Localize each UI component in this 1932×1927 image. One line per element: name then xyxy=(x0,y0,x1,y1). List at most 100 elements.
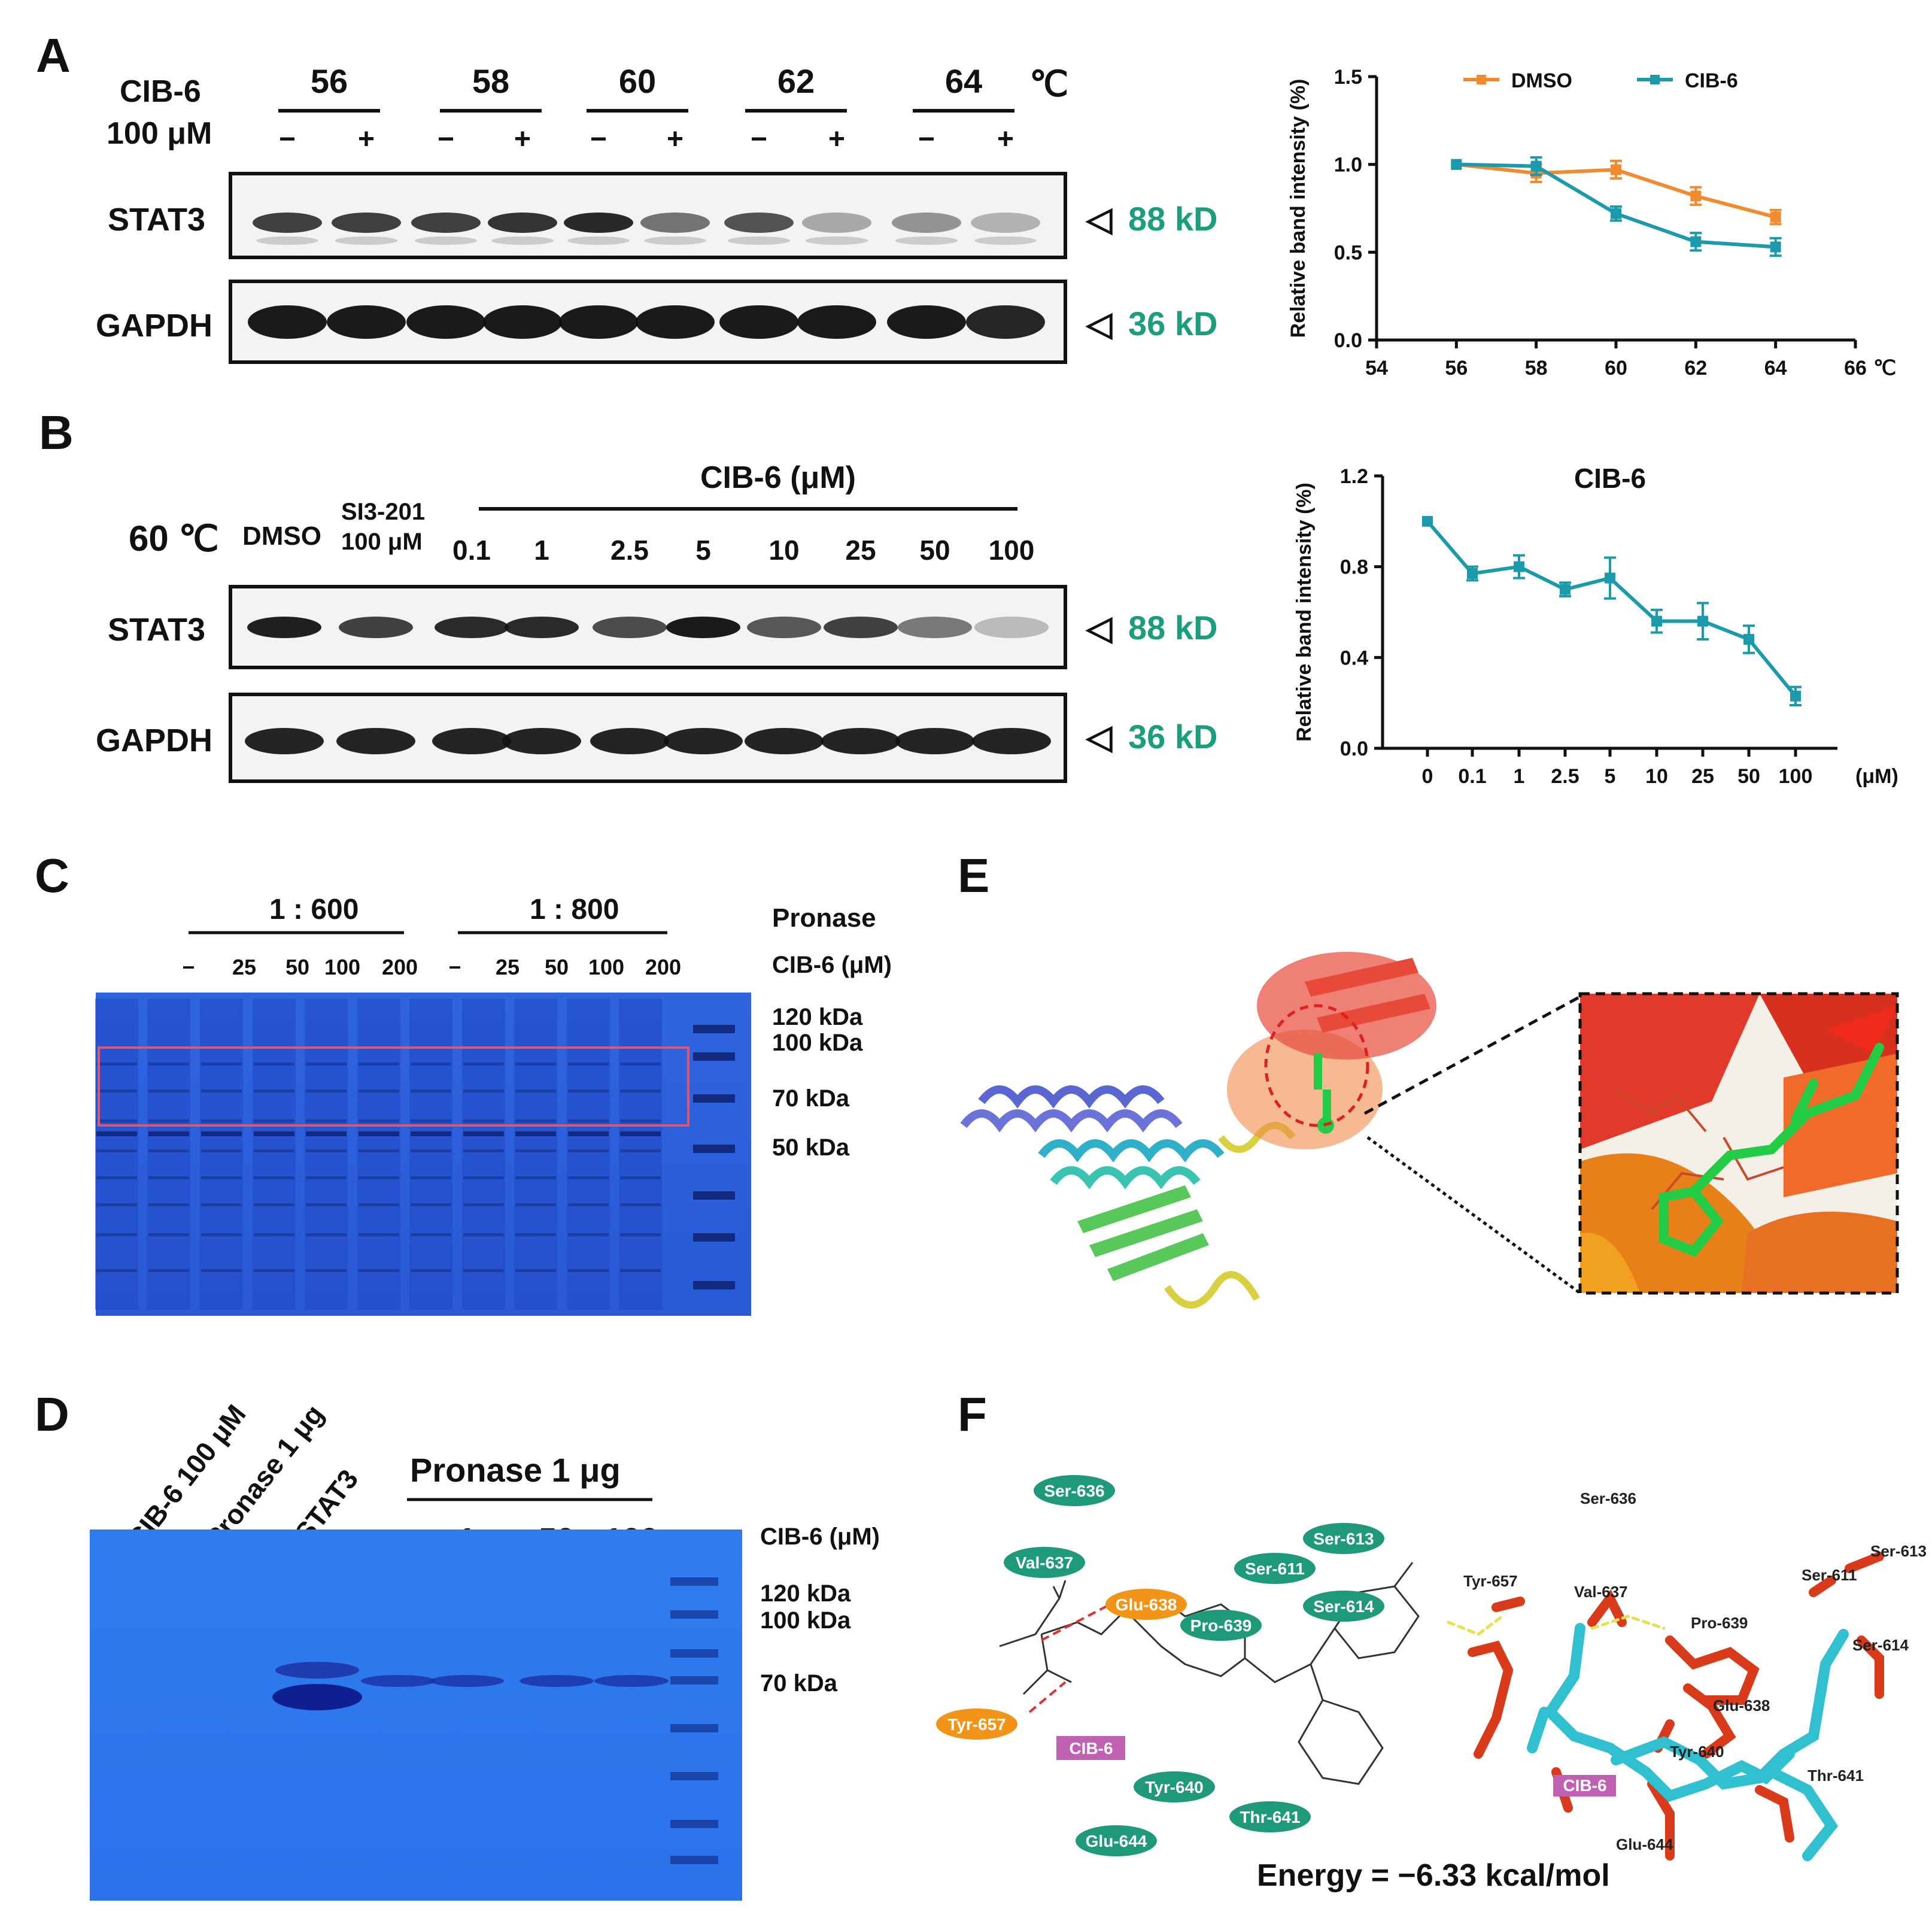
protein-structure-image xyxy=(960,952,1581,1309)
gel-band xyxy=(359,1233,399,1236)
ladder-band xyxy=(693,1281,735,1289)
gel-band xyxy=(515,1090,556,1093)
gel-band xyxy=(254,1233,294,1236)
gel-band xyxy=(254,1176,294,1179)
x-tick-label: 100 xyxy=(1779,765,1813,788)
dose-header: − xyxy=(448,955,461,979)
ladder-band xyxy=(670,1856,718,1864)
legend-label: DMSO xyxy=(1511,69,1572,92)
gel-band xyxy=(620,1119,661,1122)
western-band-faint xyxy=(567,236,630,245)
arrow-icon: ◁ xyxy=(1085,609,1113,647)
bands-gapdh-a xyxy=(248,305,1045,339)
gel-lanes-d xyxy=(272,1577,718,1864)
gel-lane xyxy=(514,999,557,1310)
residue-pill-label: Val-637 xyxy=(1016,1553,1074,1572)
gel-band xyxy=(411,1149,451,1152)
residue-pill xyxy=(936,1708,1017,1740)
gel-lane xyxy=(357,999,400,1310)
residues-3d-structure xyxy=(1447,1552,1884,1861)
western-band xyxy=(590,728,669,754)
western-band xyxy=(248,305,327,339)
residue-pill-label: Ser-611 xyxy=(1245,1559,1305,1578)
gel-band xyxy=(620,1233,661,1236)
western-band-faint xyxy=(644,236,706,245)
western-band xyxy=(432,728,511,754)
gel-band xyxy=(254,1269,294,1272)
y-tick-label: 1.2 xyxy=(1340,465,1368,488)
domain-red xyxy=(1257,952,1436,1060)
western-band xyxy=(895,728,974,754)
gel-band xyxy=(463,1176,504,1179)
marker-88kd: 88 kD xyxy=(1128,609,1217,647)
marker-70kda: 70 kDa xyxy=(772,1085,850,1112)
gel-band xyxy=(96,1176,137,1179)
gel-band xyxy=(306,1203,347,1206)
western-band-faint xyxy=(491,236,554,245)
gel-band xyxy=(515,1233,556,1236)
group-title: Pronase 1 μg xyxy=(410,1451,621,1489)
ratio-label-800: 1 : 800 xyxy=(530,894,619,925)
gel-lane xyxy=(253,999,296,1310)
dose-title: CIB-6 (μM) xyxy=(772,952,892,978)
treatment-dose-label: 100 μM xyxy=(107,116,212,151)
panel-letter-d: D xyxy=(35,1388,69,1441)
ladder-band xyxy=(693,1052,735,1061)
gel-band xyxy=(306,1131,347,1136)
gel-band xyxy=(568,1233,609,1236)
data-point xyxy=(1770,241,1781,253)
gel-lane xyxy=(567,999,610,1310)
temperature-header: 60 xyxy=(619,62,656,100)
gel-band xyxy=(411,1233,451,1236)
treatment-sign: + xyxy=(514,123,531,155)
treatment-signs: − + − + − + − + − + xyxy=(279,123,1014,155)
data-point xyxy=(1611,164,1621,175)
residue-pill xyxy=(1234,1553,1316,1584)
gel-d xyxy=(90,1530,742,1901)
western-band xyxy=(797,305,876,339)
marker-88kd: 88 kD xyxy=(1128,200,1217,238)
gel-band xyxy=(515,1203,556,1206)
gel-band xyxy=(148,1119,189,1122)
gel-band xyxy=(515,1149,556,1152)
gel-band xyxy=(96,1119,137,1122)
treatment-sign: + xyxy=(667,123,684,155)
x-axis-label: ℃ xyxy=(1873,357,1896,380)
gel-band xyxy=(96,1063,137,1066)
x-tick-label: 56 xyxy=(1445,357,1468,380)
panel-c: C 1 : 600 1 : 800 Pronase CIB-6 (μM) − 25… xyxy=(35,849,892,1316)
residue-pill-label: Tyr-640 xyxy=(1145,1778,1204,1796)
gel-band xyxy=(306,1176,347,1179)
x-tick-label: 64 xyxy=(1764,357,1787,380)
y-axis-label: Relative band intensity (%) xyxy=(1293,482,1316,742)
western-band xyxy=(898,617,972,638)
data-point xyxy=(1690,190,1702,202)
helix-cyan xyxy=(1038,1139,1225,1189)
western-band xyxy=(245,728,324,754)
panel-a: A CIB-6 100 μM ℃ 56 58 60 62 64 − + − + − + − + − + S… xyxy=(36,29,1217,364)
gel-band xyxy=(306,1233,347,1236)
residue-labels-3d: Ser-636 Ser-613 Ser-611 Tyr-657 Val-637 Pro-6… xyxy=(1463,1489,1927,1853)
gel-band xyxy=(96,1090,137,1093)
ladder-band xyxy=(670,1610,718,1619)
residue-pill-label: Glu-638 xyxy=(1116,1595,1177,1614)
gel-band xyxy=(275,1662,359,1679)
western-band xyxy=(664,728,743,754)
panel-f: F Ser-636 Val-637 Glu-638 Ser-611 Ser-613 Pro… xyxy=(936,1388,1927,1893)
western-band-faint xyxy=(974,236,1037,245)
ligand-label-2d: CIB-6 xyxy=(1069,1739,1113,1758)
temperature-header: 64 xyxy=(945,62,982,100)
western-band xyxy=(821,728,900,754)
gel-band xyxy=(411,1131,451,1136)
gel-band xyxy=(411,1063,451,1066)
highlight-box xyxy=(98,1046,689,1127)
marker-120kda: 120 kDa xyxy=(760,1580,851,1607)
panel-letter-e: E xyxy=(958,849,989,902)
gel-lane xyxy=(619,999,662,1310)
residue-label-3d: Ser-614 xyxy=(1852,1636,1909,1654)
dose-title: CIB-6 (μM) xyxy=(760,1524,880,1550)
residue-pill xyxy=(1303,1591,1384,1622)
dose-header: 100 xyxy=(588,955,624,979)
arrow-icon: ◁ xyxy=(1085,305,1113,342)
